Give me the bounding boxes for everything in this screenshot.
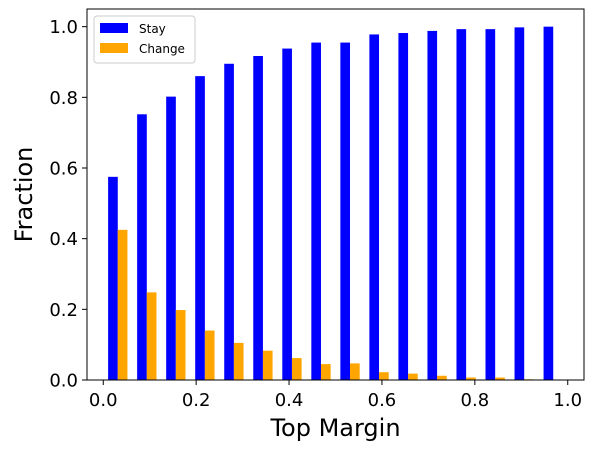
plot-frame <box>86 8 585 381</box>
x-axis-label: Top Margin <box>269 414 400 442</box>
bar-stay-5 <box>253 55 263 380</box>
bar-change-7 <box>320 364 331 380</box>
y-axis-ticks: 0.0 0.2 0.4 0.6 0.8 1.0 <box>49 17 87 392</box>
x-tick-label-3: 0.6 <box>368 390 397 411</box>
series-change-bars <box>117 229 534 380</box>
bar-stay-15 <box>543 26 554 381</box>
bar-stay-2 <box>166 96 176 381</box>
y-tick-label-0: 0.0 <box>49 371 78 392</box>
bar-stay-11 <box>427 30 438 380</box>
bar-stay-13 <box>485 29 496 380</box>
bar-stay-6 <box>282 48 292 380</box>
legend-swatch-stay <box>100 23 128 33</box>
bar-stay-14 <box>514 27 525 381</box>
legend-label-change: Change <box>139 42 185 56</box>
bar-change-9 <box>379 372 389 380</box>
y-axis-label: Fraction <box>10 147 38 243</box>
bar-change-8 <box>350 363 360 380</box>
bar-stay-3 <box>195 76 205 380</box>
bar-stay-9 <box>369 34 380 380</box>
x-tick-label-1: 0.2 <box>182 390 211 411</box>
y-tick-label-5: 1.0 <box>49 17 78 38</box>
legend: Stay Change <box>93 15 196 64</box>
y-tick-label-2: 0.4 <box>49 229 78 250</box>
bar-stay-8 <box>340 42 351 381</box>
legend-label-stay: Stay <box>139 22 166 36</box>
legend-swatch-change <box>100 43 128 53</box>
series-stay-bars <box>108 26 554 381</box>
bar-change-0 <box>117 229 128 380</box>
x-tick-label-4: 0.8 <box>461 390 490 411</box>
y-tick-label-4: 0.8 <box>49 88 78 109</box>
bar-change-13 <box>495 377 505 380</box>
bar-stay-7 <box>311 42 321 381</box>
y-tick-label-1: 0.2 <box>49 300 78 321</box>
bar-change-3 <box>204 330 215 380</box>
bar-change-1 <box>146 292 157 380</box>
bar-stay-12 <box>456 29 467 380</box>
bar-change-12 <box>466 377 476 380</box>
bar-stay-10 <box>398 33 409 380</box>
bar-change-11 <box>437 375 447 380</box>
x-tick-label-5: 1.0 <box>553 390 582 411</box>
bar-stay-0 <box>108 176 118 380</box>
bar-stay-1 <box>137 114 147 380</box>
x-axis-ticks: 0.0 0.2 0.4 0.6 0.8 1.0 <box>89 380 582 411</box>
y-tick-label-3: 0.6 <box>49 159 78 180</box>
x-tick-label-2: 0.4 <box>275 390 304 411</box>
bar-change-5 <box>262 350 273 380</box>
bar-change-4 <box>233 342 244 380</box>
bar-change-10 <box>408 373 418 380</box>
x-tick-label-0: 0.0 <box>89 390 118 411</box>
bar-change-2 <box>175 310 186 380</box>
bar-change-6 <box>291 358 302 380</box>
bar-stay-4 <box>224 63 234 381</box>
